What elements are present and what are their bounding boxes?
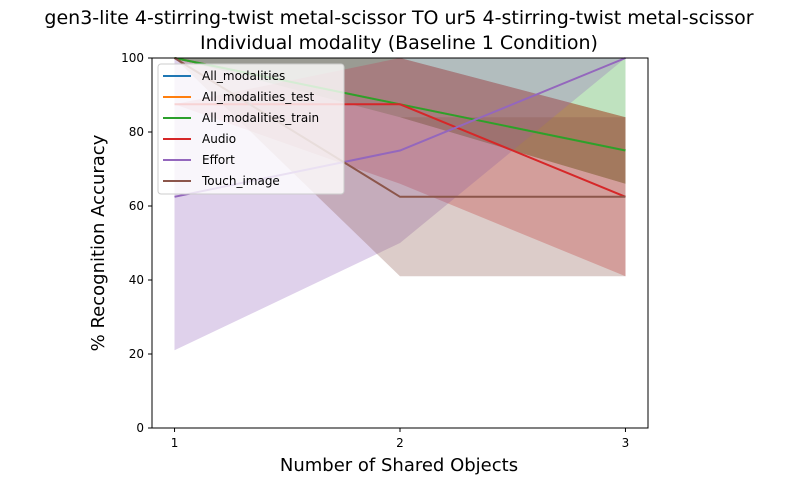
y-tick-label: 20 xyxy=(129,347,144,361)
series-band-1 xyxy=(174,58,626,184)
chart-title-line2: Individual modality (Baseline 1 Conditio… xyxy=(200,32,598,54)
legend-box xyxy=(157,63,345,195)
y-tick-label: 60 xyxy=(129,199,144,213)
y-axis: 0 20 40 60 80 100 xyxy=(121,51,152,435)
y-axis-label: % Recognition Accuracy xyxy=(88,134,109,351)
legend-label-2: All_modalities_train xyxy=(202,111,319,125)
legend-label-3: Audio xyxy=(202,132,236,146)
x-tick-label: 1 xyxy=(171,436,179,450)
x-axis-label: Number of Shared Objects xyxy=(280,455,518,476)
x-axis: 1 2 3 xyxy=(171,428,630,450)
y-tick-label: 100 xyxy=(121,51,144,65)
y-tick-label: 40 xyxy=(129,273,144,287)
legend-label-5: Touch_image xyxy=(201,174,280,188)
legend-label-4: Effort xyxy=(202,153,235,167)
legend: All_modalities All_modalities_test All_mod… xyxy=(157,63,345,195)
series-band-0 xyxy=(174,58,626,184)
x-tick-label: 3 xyxy=(622,436,630,450)
legend-label-0: All_modalities xyxy=(202,69,285,83)
y-tick-label: 0 xyxy=(136,421,144,435)
legend-label-1: All_modalities_test xyxy=(202,90,315,104)
y-tick-label: 80 xyxy=(129,125,144,139)
series-band-2 xyxy=(174,58,626,184)
x-tick-label: 2 xyxy=(396,436,404,450)
chart-title-line1: gen3-lite 4-stirring-twist metal-scissor… xyxy=(44,7,753,29)
